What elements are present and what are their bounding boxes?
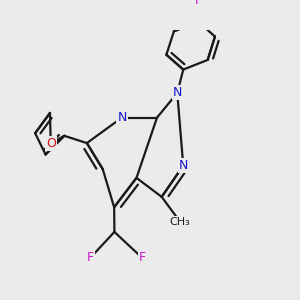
Text: F: F	[87, 251, 94, 264]
Text: CH₃: CH₃	[169, 217, 190, 226]
Text: F: F	[194, 0, 202, 7]
Text: N: N	[117, 111, 127, 124]
Text: O: O	[46, 137, 56, 150]
Text: N: N	[178, 159, 188, 172]
Text: F: F	[139, 251, 146, 264]
Text: N: N	[172, 86, 182, 99]
